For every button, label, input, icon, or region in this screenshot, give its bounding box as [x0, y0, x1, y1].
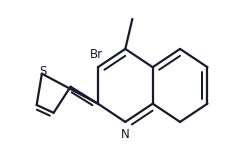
Text: N: N	[121, 128, 130, 141]
Text: Br: Br	[90, 48, 103, 61]
Text: S: S	[39, 65, 47, 78]
